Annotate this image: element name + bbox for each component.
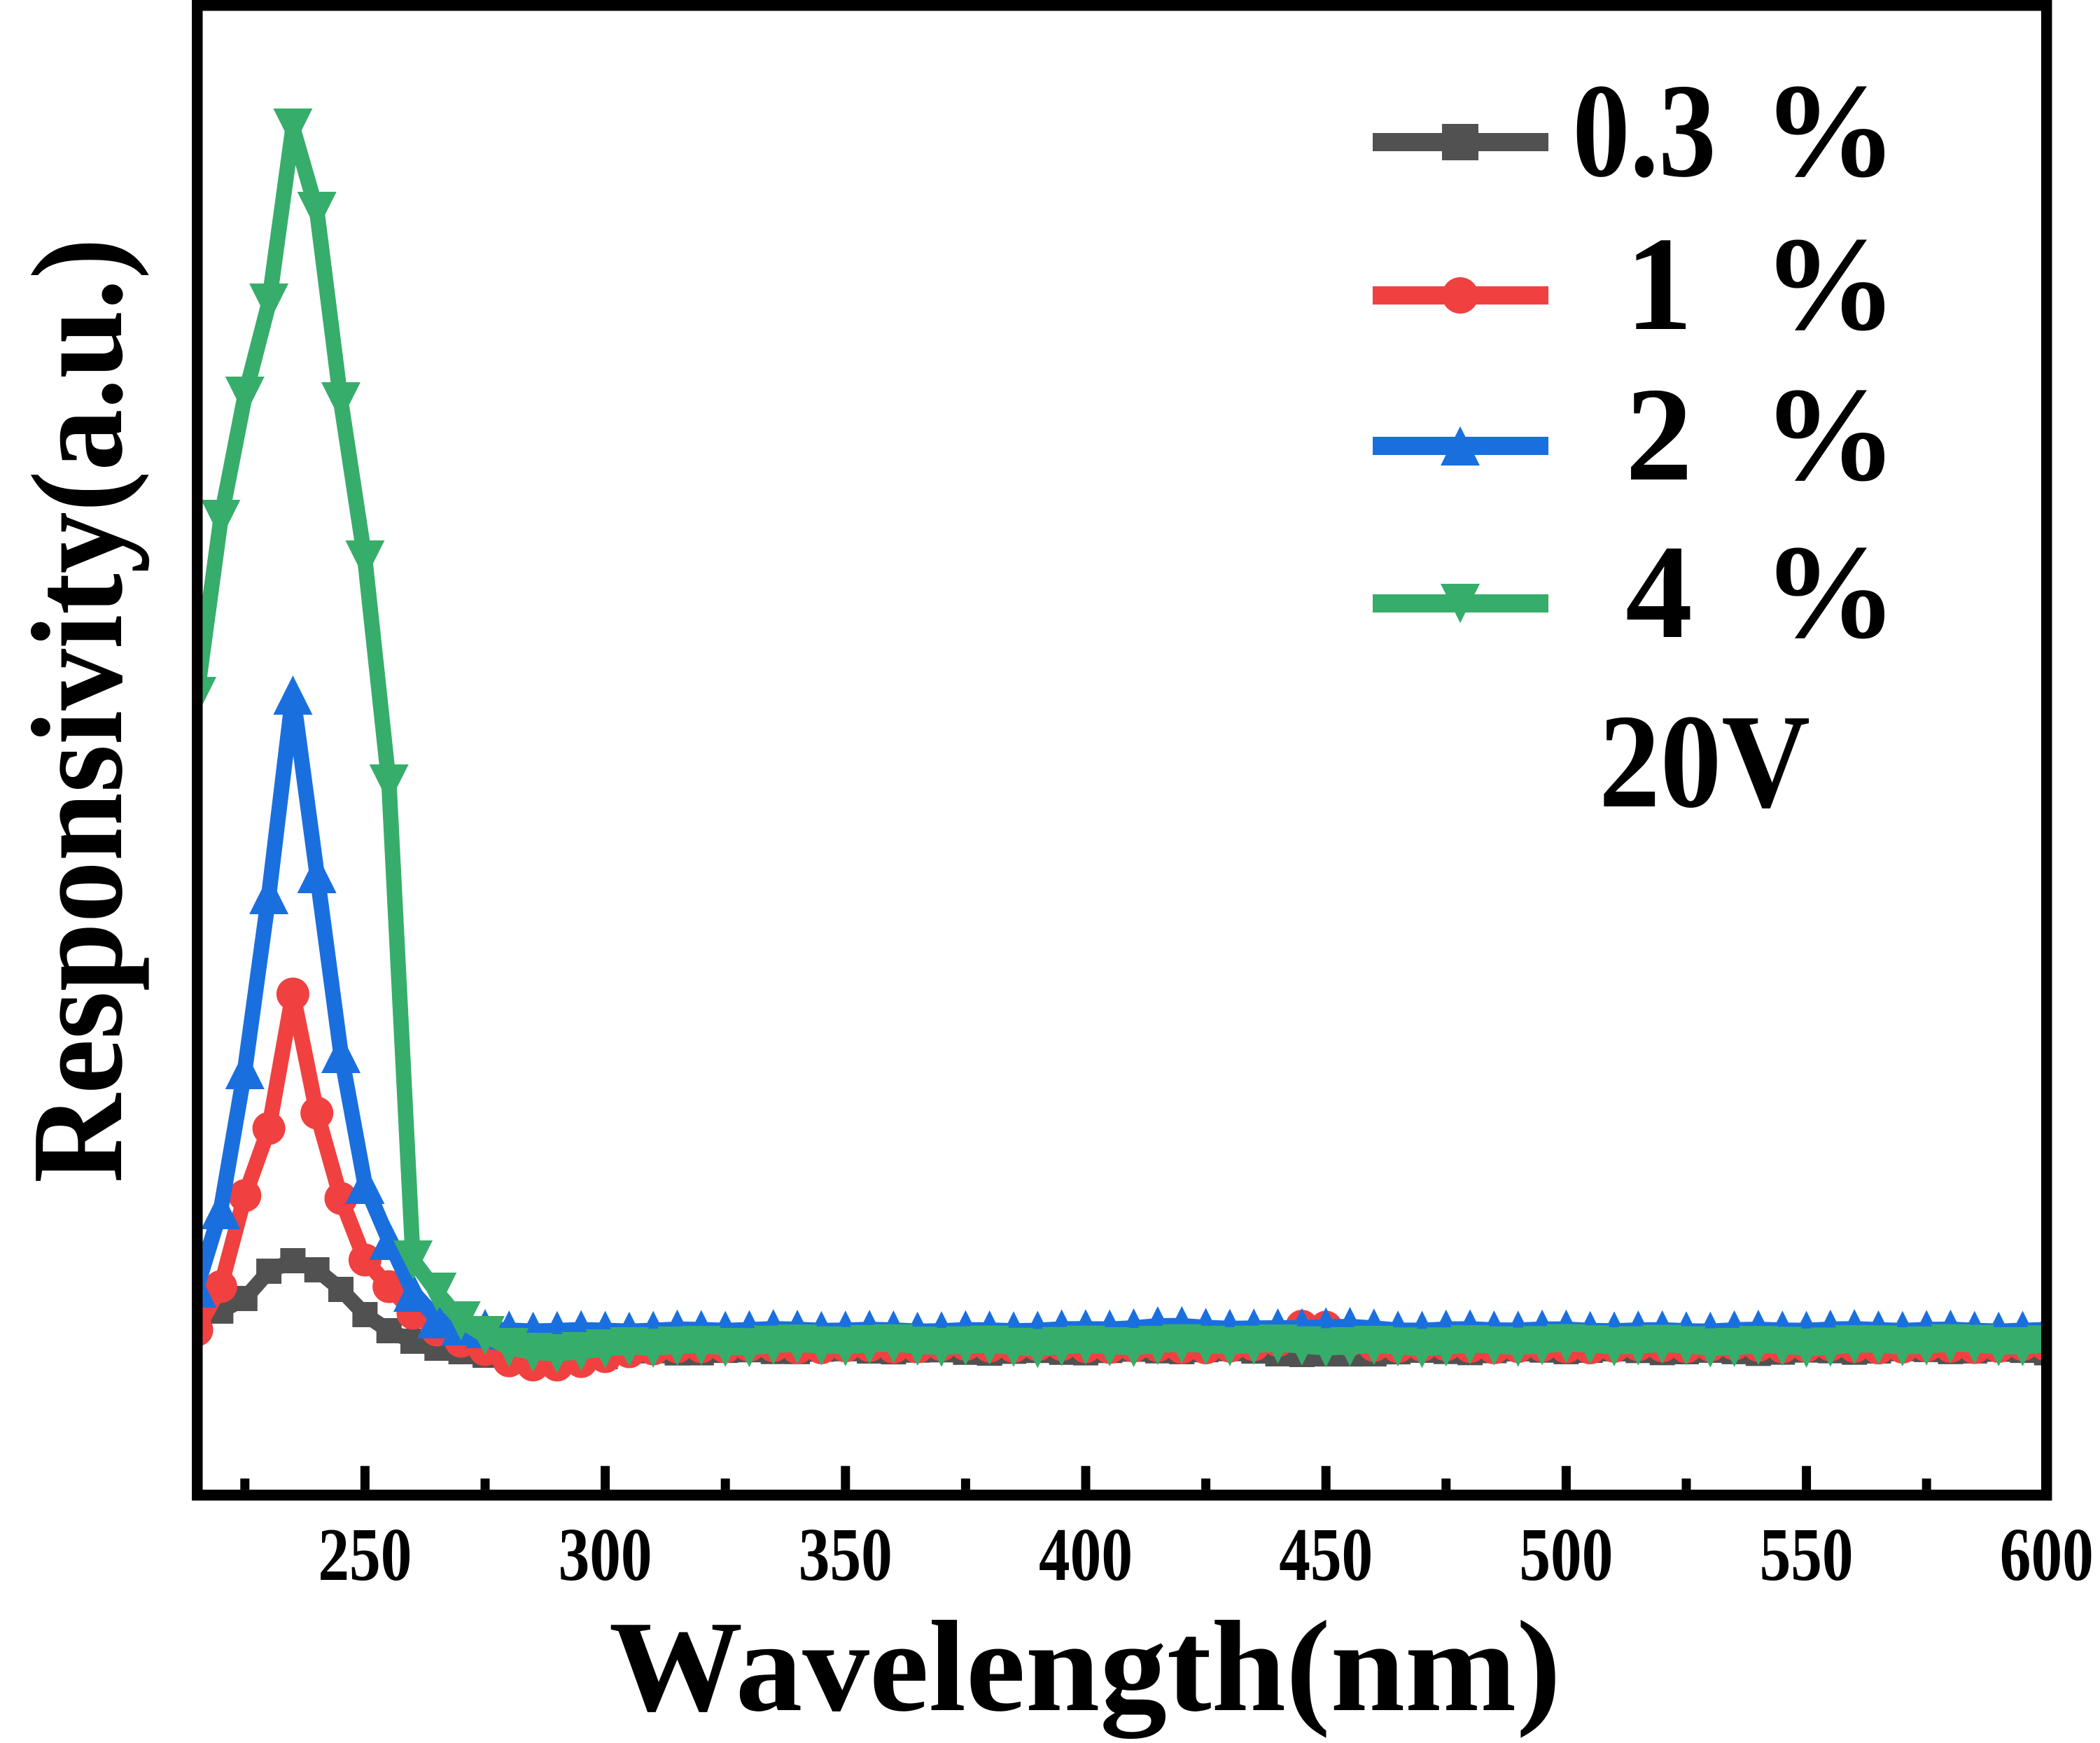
svg-text:450: 450	[1279, 1513, 1373, 1597]
svg-text:500: 500	[1519, 1513, 1613, 1597]
svg-text:2: 2	[1625, 360, 1693, 509]
svg-text:600: 600	[2000, 1513, 2094, 1597]
svg-text:%: %	[1763, 517, 1897, 666]
svg-text:20V: 20V	[1599, 687, 1810, 836]
svg-text:1: 1	[1625, 209, 1693, 358]
svg-text:0.3: 0.3	[1573, 56, 1716, 205]
svg-text:Wavelength(nm): Wavelength(nm)	[609, 1595, 1561, 1739]
svg-text:550: 550	[1760, 1513, 1854, 1597]
svg-text:400: 400	[1039, 1513, 1133, 1597]
svg-text:%: %	[1763, 56, 1897, 205]
svg-text:4: 4	[1625, 517, 1693, 666]
svg-text:300: 300	[559, 1513, 652, 1597]
svg-text:250: 250	[318, 1513, 412, 1597]
svg-text:Responsivity(a.u.): Responsivity(a.u.)	[6, 238, 150, 1183]
svg-text:%: %	[1763, 209, 1897, 358]
svg-text:%: %	[1763, 360, 1897, 509]
svg-text:350: 350	[799, 1513, 892, 1597]
